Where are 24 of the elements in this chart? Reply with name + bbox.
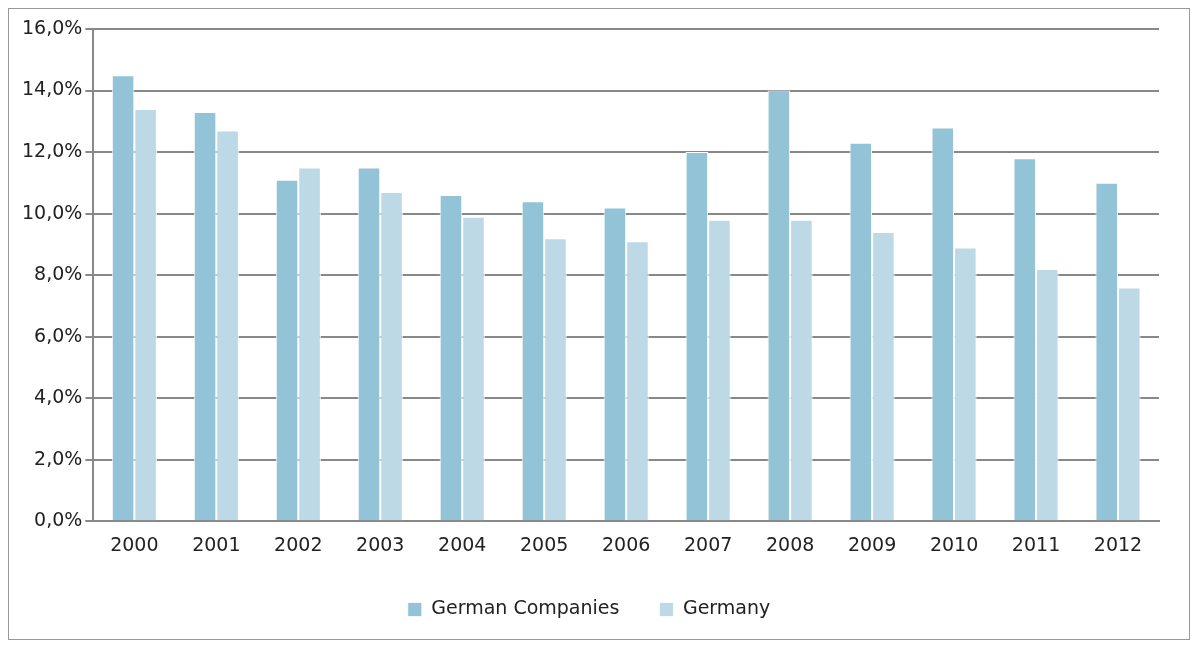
x-tick-label: 2003: [356, 532, 405, 555]
x-tick-label: 2011: [1011, 532, 1061, 555]
x-tick-label: 2010: [929, 532, 979, 555]
x-tick-label: 2008: [765, 532, 815, 555]
x-tick-label: 2001: [192, 532, 241, 555]
legend-label: Germany: [682, 596, 771, 619]
x-tick-label: 2005: [520, 532, 569, 555]
y-tick-label: 2,0%: [34, 446, 83, 469]
x-tick-label: 2004: [438, 532, 487, 555]
y-tick-label: 12,0%: [22, 138, 83, 161]
y-tick-label: 14,0%: [22, 77, 83, 100]
y-tick-label: 4,0%: [34, 385, 83, 408]
y-tick-label: 16,0%: [22, 15, 83, 38]
x-tick-label: 2007: [683, 532, 733, 555]
x-tick-label: 2000: [110, 532, 159, 555]
y-tick-label: 8,0%: [34, 262, 83, 285]
y-tick-label: 0,0%: [34, 508, 83, 531]
legend-label: German Companies: [431, 596, 620, 619]
y-tick-label: 10,0%: [22, 200, 83, 223]
x-tick-label: 2009: [847, 532, 897, 555]
x-tick-label: 2006: [602, 532, 651, 555]
x-tick-label: 2012: [1093, 532, 1143, 555]
x-tick-label: 2002: [274, 532, 323, 555]
y-tick-label: 6,0%: [34, 323, 83, 346]
